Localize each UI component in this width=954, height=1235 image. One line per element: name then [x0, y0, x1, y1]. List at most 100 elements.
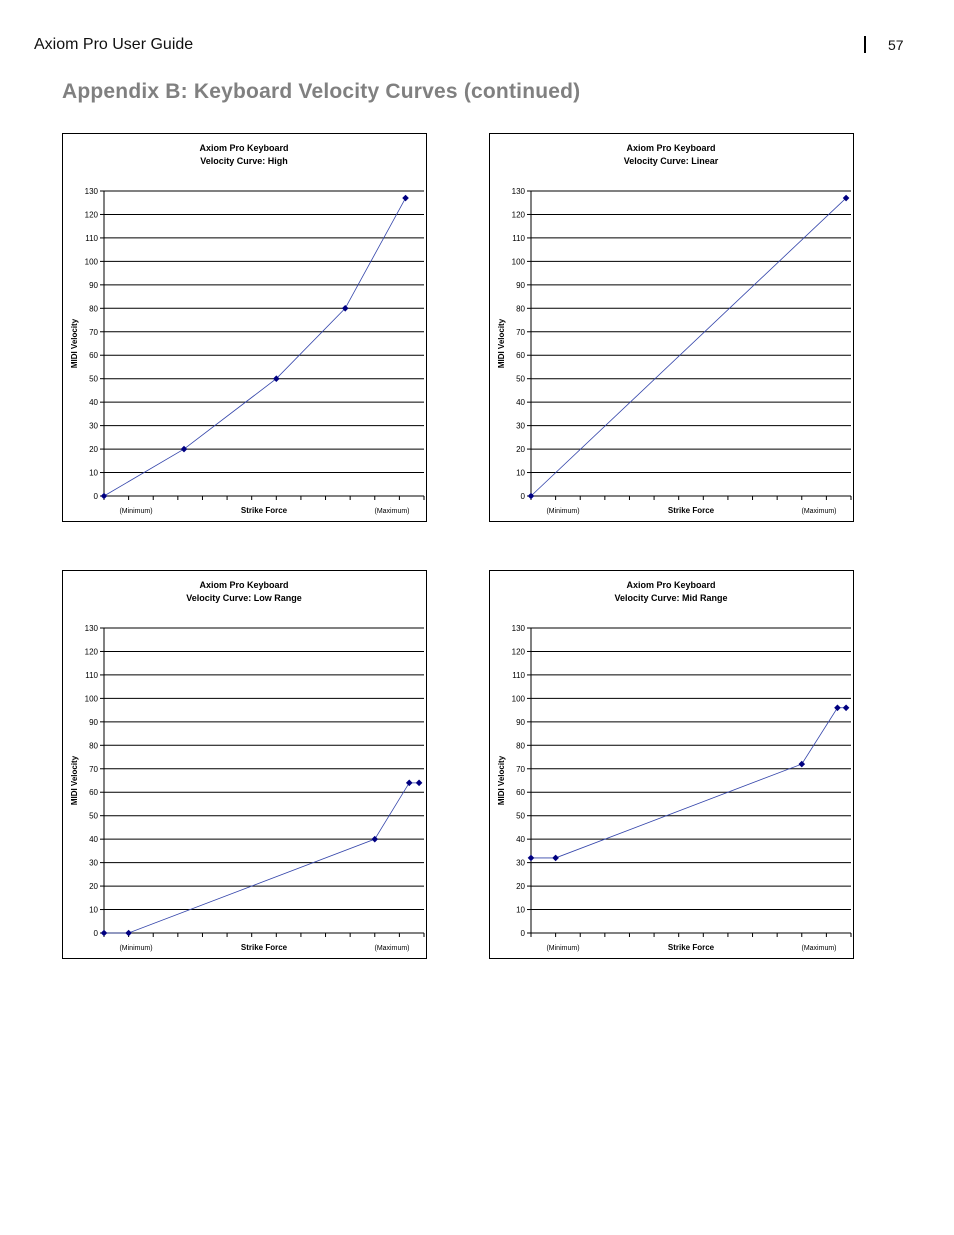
chart-svg: Axiom Pro Keyboard Velocity Curve: Low Ra… [70, 580, 425, 952]
y-tick-label: 90 [89, 281, 98, 290]
x-axis-label: Strike Force [241, 506, 288, 515]
y-tick-label: 130 [512, 624, 526, 633]
y-tick-label: 100 [85, 694, 99, 703]
velocity-chart-high: Axiom Pro Keyboard Velocity Curve: High 0 1… [62, 133, 427, 522]
y-tick-label: 10 [516, 906, 525, 915]
chart-title-line: Axiom Pro Keyboard [626, 580, 715, 590]
data-point-marker [125, 929, 132, 937]
data-point-marker [180, 445, 188, 453]
velocity-chart-linear: Axiom Pro Keyboard Velocity Curve: Linear… [489, 133, 854, 522]
y-tick-label: 40 [89, 398, 98, 407]
y-tick-label: 60 [516, 788, 525, 797]
y-tick-label: 20 [89, 882, 98, 891]
y-tick-label: 50 [89, 375, 98, 384]
y-tick-label: 0 [94, 929, 99, 938]
y-tick-label: 80 [516, 304, 525, 313]
data-point-marker [415, 779, 423, 787]
y-tick-label: 30 [516, 859, 525, 868]
chart-title-line: Velocity Curve: Linear [624, 156, 719, 166]
y-tick-label: 10 [516, 469, 525, 478]
page-heading: Appendix B: Keyboard Velocity Curves (co… [62, 80, 581, 103]
y-tick-label: 60 [89, 351, 98, 360]
page-number-divider [864, 36, 866, 53]
y-axis-label: MIDI Velocity [497, 755, 506, 805]
y-tick-label: 130 [85, 187, 99, 196]
y-tick-label: 20 [516, 882, 525, 891]
data-point-marker [371, 835, 379, 843]
y-tick-label: 20 [516, 445, 525, 454]
y-tick-label: 0 [94, 492, 99, 501]
y-tick-label: 40 [516, 835, 525, 844]
y-tick-label: 130 [85, 624, 99, 633]
data-point-marker [405, 779, 413, 787]
y-axis-label: MIDI Velocity [497, 318, 506, 368]
y-tick-label: 120 [512, 647, 526, 656]
x-axis-label: Strike Force [241, 943, 288, 952]
y-tick-label: 0 [521, 492, 526, 501]
y-tick-label: 40 [516, 398, 525, 407]
data-point-marker [798, 760, 806, 768]
data-point-marker [834, 704, 841, 712]
data-point-marker [100, 929, 108, 937]
y-tick-label: 100 [512, 257, 526, 266]
series-line [531, 707, 847, 859]
y-tick-label: 110 [512, 671, 525, 680]
data-point-marker [341, 305, 349, 312]
x-tick-label-maximum: (Maximum) [375, 945, 410, 952]
velocity-chart-low-range: Axiom Pro Keyboard Velocity Curve: Low Ra… [62, 570, 427, 959]
x-tick-label-maximum: (Maximum) [802, 508, 837, 515]
chart-svg: Axiom Pro Keyboard Velocity Curve: Mid Ra… [497, 580, 852, 952]
x-tick-label-minimum: (Minimum) [546, 508, 579, 515]
x-tick-label-minimum: (Minimum) [546, 945, 579, 952]
y-tick-label: 90 [516, 281, 525, 290]
y-tick-label: 110 [85, 234, 98, 243]
y-tick-label: 100 [512, 694, 526, 703]
y-tick-label: 30 [89, 859, 98, 868]
x-tick-label-maximum: (Maximum) [375, 508, 410, 515]
data-point-marker [273, 375, 280, 382]
y-tick-label: 50 [516, 812, 525, 821]
y-tick-label: 10 [89, 906, 98, 915]
chart-title-line: Velocity Curve: High [200, 156, 288, 166]
y-tick-label: 70 [516, 765, 525, 774]
chart-title-line: Axiom Pro Keyboard [199, 580, 288, 590]
x-tick-label-minimum: (Minimum) [119, 508, 152, 515]
y-tick-label: 30 [516, 422, 525, 431]
y-tick-label: 120 [85, 647, 99, 656]
y-tick-label: 70 [516, 328, 525, 337]
y-tick-label: 80 [89, 741, 98, 750]
series-line [103, 197, 406, 497]
page-number: 57 [888, 37, 904, 53]
y-axis-label: MIDI Velocity [70, 755, 79, 805]
chart-title-line: Axiom Pro Keyboard [199, 143, 288, 153]
y-tick-label: 110 [512, 234, 525, 243]
y-tick-label: 110 [85, 671, 98, 680]
y-tick-label: 60 [89, 788, 98, 797]
y-tick-label: 50 [516, 375, 525, 384]
document-title: Axiom Pro User Guide [34, 36, 194, 53]
data-point-marker [552, 854, 559, 862]
y-tick-label: 80 [516, 741, 525, 750]
y-tick-label: 20 [89, 445, 98, 454]
velocity-chart-mid-range: Axiom Pro Keyboard Velocity Curve: Mid Ra… [489, 570, 854, 959]
y-tick-label: 10 [89, 469, 98, 478]
series-line [104, 782, 420, 934]
chart-title-line: Axiom Pro Keyboard [626, 143, 715, 153]
y-tick-label: 40 [89, 835, 98, 844]
y-tick-label: 70 [89, 328, 98, 337]
chart-title-line: Velocity Curve: Mid Range [614, 593, 727, 603]
y-tick-label: 130 [512, 187, 526, 196]
y-tick-label: 50 [89, 812, 98, 821]
x-axis-label: Strike Force [668, 506, 715, 515]
series-line [530, 197, 847, 497]
data-point-marker [527, 854, 535, 862]
y-tick-label: 100 [85, 257, 99, 266]
y-tick-label: 30 [89, 422, 98, 431]
y-tick-label: 70 [89, 765, 98, 774]
data-point-marker [842, 704, 850, 712]
y-tick-label: 120 [512, 210, 526, 219]
chart-title-line: Velocity Curve: Low Range [186, 593, 302, 603]
y-tick-label: 0 [521, 929, 526, 938]
x-tick-label-maximum: (Maximum) [802, 945, 837, 952]
x-tick-label-minimum: (Minimum) [119, 945, 152, 952]
